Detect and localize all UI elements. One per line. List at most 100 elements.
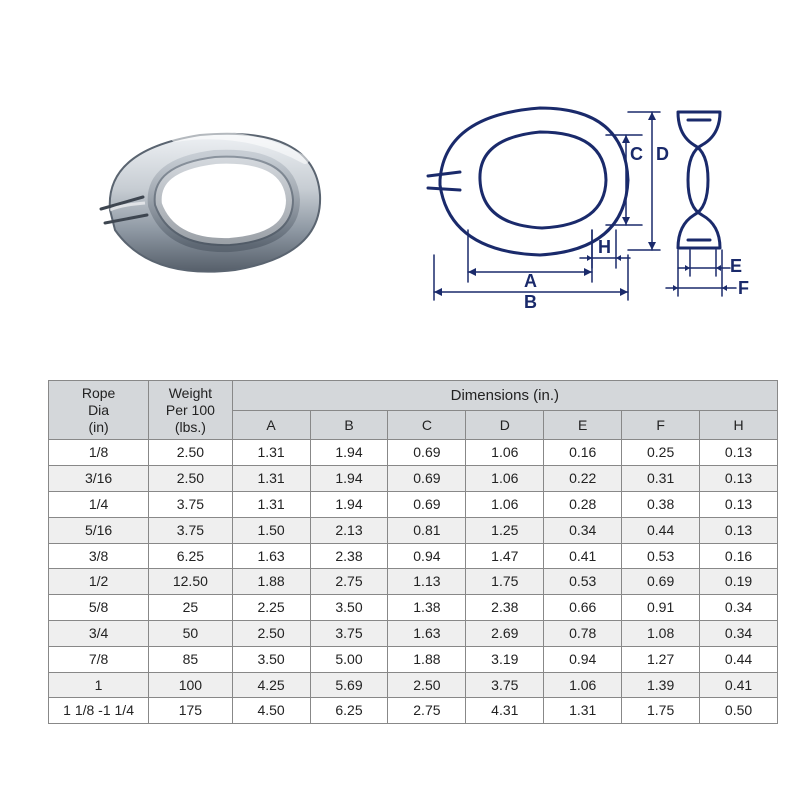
cell-B: 3.50 <box>310 595 388 621</box>
cell-rope: 1 1/8 -1 1/4 <box>49 698 149 724</box>
cell-E: 1.06 <box>544 672 622 698</box>
cell-D: 1.47 <box>466 543 544 569</box>
cell-A: 2.25 <box>232 595 310 621</box>
cell-D: 1.75 <box>466 569 544 595</box>
cell-E: 0.41 <box>544 543 622 569</box>
cell-rope: 1/8 <box>49 440 149 466</box>
cell-F: 0.44 <box>622 517 700 543</box>
dimension-diagram: C D A H B E F <box>420 90 770 320</box>
table-row: 5/163.751.502.130.811.250.340.440.13 <box>49 517 778 543</box>
cell-A: 1.50 <box>232 517 310 543</box>
table-row: 1/43.751.311.940.691.060.280.380.13 <box>49 491 778 517</box>
cell-D: 1.06 <box>466 440 544 466</box>
cell-F: 0.69 <box>622 569 700 595</box>
cell-B: 2.38 <box>310 543 388 569</box>
cell-E: 0.28 <box>544 491 622 517</box>
cell-B: 5.00 <box>310 646 388 672</box>
dim-label-d: D <box>656 144 669 164</box>
cell-A: 4.25 <box>232 672 310 698</box>
dim-label-b: B <box>524 292 537 312</box>
cell-H: 0.50 <box>700 698 778 724</box>
cell-weight: 100 <box>149 672 232 698</box>
cell-C: 0.81 <box>388 517 466 543</box>
col-header-C: C <box>388 411 466 440</box>
cell-rope: 1/2 <box>49 569 149 595</box>
cell-rope: 1 <box>49 672 149 698</box>
cell-weight: 3.75 <box>149 491 232 517</box>
cell-F: 0.38 <box>622 491 700 517</box>
dim-label-a: A <box>524 271 537 291</box>
cell-D: 1.25 <box>466 517 544 543</box>
cell-B: 1.94 <box>310 491 388 517</box>
cell-A: 2.50 <box>232 620 310 646</box>
cell-C: 0.69 <box>388 440 466 466</box>
cell-weight: 2.50 <box>149 466 232 492</box>
cell-H: 0.44 <box>700 646 778 672</box>
cell-rope: 1/4 <box>49 491 149 517</box>
cell-C: 1.63 <box>388 620 466 646</box>
cell-H: 0.13 <box>700 440 778 466</box>
cell-A: 4.50 <box>232 698 310 724</box>
cell-H: 0.19 <box>700 569 778 595</box>
cell-A: 1.31 <box>232 466 310 492</box>
cell-D: 4.31 <box>466 698 544 724</box>
table-row: 7/8853.505.001.883.190.941.270.44 <box>49 646 778 672</box>
cell-C: 2.75 <box>388 698 466 724</box>
cell-D: 2.38 <box>466 595 544 621</box>
cell-F: 1.27 <box>622 646 700 672</box>
col-header-B: B <box>310 411 388 440</box>
cell-F: 1.75 <box>622 698 700 724</box>
table-row: 3/86.251.632.380.941.470.410.530.16 <box>49 543 778 569</box>
cell-A: 1.31 <box>232 491 310 517</box>
cell-E: 0.16 <box>544 440 622 466</box>
cell-weight: 6.25 <box>149 543 232 569</box>
spec-table-wrap: Rope Dia (in) Weight Per 100 (lbs.) Dime… <box>48 380 778 724</box>
col-header-E: E <box>544 411 622 440</box>
dim-label-e: E <box>730 256 742 276</box>
spec-table: Rope Dia (in) Weight Per 100 (lbs.) Dime… <box>48 380 778 724</box>
cell-C: 0.94 <box>388 543 466 569</box>
cell-H: 0.16 <box>700 543 778 569</box>
cell-F: 0.31 <box>622 466 700 492</box>
cell-A: 1.63 <box>232 543 310 569</box>
cell-C: 1.38 <box>388 595 466 621</box>
cell-B: 3.75 <box>310 620 388 646</box>
dim-label-f: F <box>738 278 749 298</box>
cell-B: 5.69 <box>310 672 388 698</box>
cell-H: 0.13 <box>700 466 778 492</box>
image-row: C D A H B E F <box>0 40 800 340</box>
cell-B: 2.75 <box>310 569 388 595</box>
cell-A: 1.88 <box>232 569 310 595</box>
cell-weight: 175 <box>149 698 232 724</box>
cell-rope: 7/8 <box>49 646 149 672</box>
cell-rope: 3/8 <box>49 543 149 569</box>
cell-rope: 5/16 <box>49 517 149 543</box>
cell-E: 0.78 <box>544 620 622 646</box>
col-header-F: F <box>622 411 700 440</box>
cell-H: 0.34 <box>700 620 778 646</box>
table-row: 3/162.501.311.940.691.060.220.310.13 <box>49 466 778 492</box>
cell-rope: 3/16 <box>49 466 149 492</box>
cell-E: 1.31 <box>544 698 622 724</box>
cell-weight: 25 <box>149 595 232 621</box>
cell-E: 0.34 <box>544 517 622 543</box>
cell-C: 1.88 <box>388 646 466 672</box>
col-header-rope: Rope Dia (in) <box>49 381 149 440</box>
table-row: 1 1/8 -1 1/41754.506.252.754.311.311.750… <box>49 698 778 724</box>
table-row: 5/8252.253.501.382.380.660.910.34 <box>49 595 778 621</box>
cell-B: 1.94 <box>310 440 388 466</box>
spec-table-body: 1/82.501.311.940.691.060.160.250.133/162… <box>49 440 778 724</box>
cell-H: 0.34 <box>700 595 778 621</box>
cell-E: 0.53 <box>544 569 622 595</box>
cell-D: 3.75 <box>466 672 544 698</box>
cell-A: 1.31 <box>232 440 310 466</box>
cell-F: 1.08 <box>622 620 700 646</box>
cell-weight: 12.50 <box>149 569 232 595</box>
dim-label-h: H <box>598 237 611 257</box>
table-row: 3/4502.503.751.632.690.781.080.34 <box>49 620 778 646</box>
col-header-weight: Weight Per 100 (lbs.) <box>149 381 232 440</box>
cell-H: 0.41 <box>700 672 778 698</box>
table-row: 11004.255.692.503.751.061.390.41 <box>49 672 778 698</box>
cell-weight: 3.75 <box>149 517 232 543</box>
col-header-dims: Dimensions (in.) <box>232 381 777 411</box>
